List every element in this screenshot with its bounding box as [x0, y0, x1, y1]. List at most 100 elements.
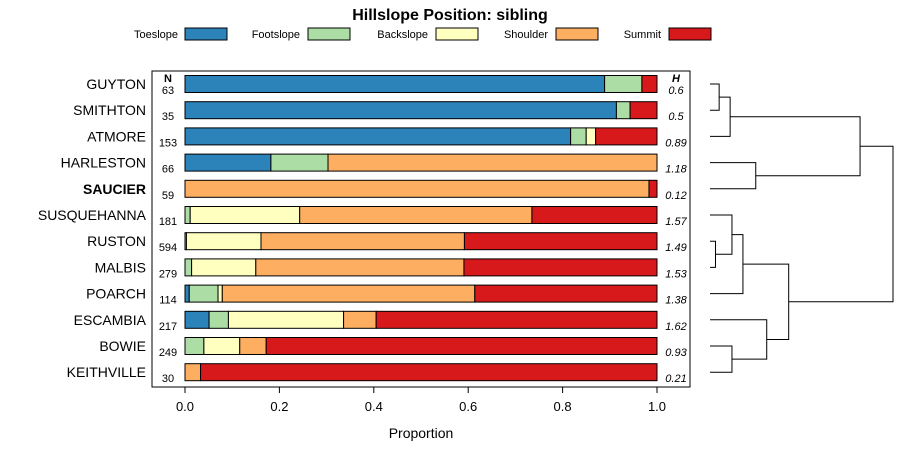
- row-ruston: RUSTON 594 1.49: [87, 232, 687, 254]
- bar-segment-footslope: [184, 258, 193, 277]
- bar-segment-toeslope: [184, 101, 617, 120]
- bar-segment-shoulder: [299, 206, 533, 224]
- row-saucier: SAUCIER 59 0.12: [83, 179, 687, 202]
- row-atmore: ATMORE 153 0.89: [87, 127, 687, 149]
- bar-segment-summit: [648, 179, 658, 198]
- bar-segment-backslope: [227, 310, 345, 329]
- n-value: 217: [159, 321, 177, 333]
- bar-segment-footslope: [615, 101, 631, 120]
- bar-segment-summit: [463, 232, 658, 251]
- dendrogram-link: [710, 345, 733, 373]
- chart-title: Hillslope Position: sibling: [352, 7, 548, 24]
- bar-segment-footslope: [188, 284, 219, 303]
- bar-segment-footslope: [208, 310, 229, 329]
- bar-segment-footslope: [184, 337, 205, 355]
- h-column-header: H: [672, 73, 681, 85]
- bar-segment-summit: [474, 284, 658, 303]
- row-guyton: GUYTON 63 0.6: [86, 75, 685, 97]
- row-smithton: SMITHTON 35 0.5: [73, 101, 685, 123]
- n-column-header: N: [164, 73, 172, 85]
- bar-segment-shoulder: [343, 310, 377, 329]
- bar-segment-backslope: [185, 232, 262, 251]
- bar-segment-shoulder: [221, 284, 476, 303]
- bar-segment-shoulder: [260, 232, 465, 251]
- bar-segment-toeslope: [184, 153, 272, 172]
- dendrogram-link: [710, 83, 720, 111]
- bar-segment-shoulder: [255, 258, 465, 277]
- chart-legend: Toeslope Footslope Backslope Shoulder Summit: [134, 27, 712, 41]
- bar-segment-backslope: [191, 258, 257, 277]
- plot-panel: [151, 70, 691, 388]
- legend-label-shoulder: Shoulder: [504, 29, 548, 41]
- row-harleston: HARLESTON 66 1.18: [61, 153, 688, 176]
- n-value: 279: [159, 268, 177, 280]
- bar-segment-shoulder: [239, 337, 267, 355]
- h-value: 1.57: [665, 216, 687, 228]
- row-label: RUSTON: [87, 233, 146, 249]
- legend-swatch-footslope: [307, 27, 351, 41]
- bar-segment-summit: [629, 101, 658, 120]
- x-tick-label: 0.2: [270, 399, 288, 414]
- bar-segment-summit: [265, 337, 658, 355]
- bar-segment-shoulder: [184, 363, 202, 382]
- bar-rows: GUYTON 63 0.6 SMITHTON 35 0.5 ATMORE 153 0.89 HAR…: [38, 75, 688, 385]
- dendrogram-link: [710, 96, 731, 137]
- h-value: 1.18: [665, 164, 687, 176]
- row-label: SAUCIER: [83, 181, 146, 197]
- row-susquehanna: SUSQUEHANNA 181 1.57: [38, 206, 688, 228]
- row-label: ESCAMBIA: [74, 312, 147, 328]
- legend-swatch-shoulder: [555, 27, 599, 41]
- legend-swatch-summit: [668, 27, 712, 41]
- legend-label-toeslope: Toeslope: [134, 29, 178, 41]
- dendrogram-link: [710, 234, 744, 295]
- row-bowie: BOWIE 249 0.93: [99, 337, 688, 359]
- row-label: MALBIS: [95, 259, 146, 275]
- dendrogram-link: [710, 214, 733, 255]
- x-tick-label: 0.4: [365, 399, 383, 414]
- legend-label-backslope: Backslope: [377, 29, 428, 41]
- row-poarch: POARCH 114 1.38: [86, 284, 688, 307]
- dendrogram-link: [742, 263, 790, 340]
- bar-segment-shoulder: [184, 179, 650, 198]
- x-axis: 0.0 0.2 0.4 0.6 0.8 1.0: [176, 387, 666, 414]
- n-value: 63: [162, 85, 174, 97]
- n-value: 114: [159, 295, 177, 307]
- bar-segment-backslope: [203, 337, 241, 355]
- dendrogram-link: [710, 162, 757, 190]
- bar-segment-summit: [595, 127, 658, 146]
- dendrogram-link: [730, 116, 861, 177]
- h-value: 0.6: [668, 85, 684, 97]
- row-label: HARLESTON: [61, 155, 146, 171]
- h-value: 1.62: [665, 321, 686, 333]
- bar-segment-summit: [463, 258, 658, 277]
- row-label: BOWIE: [99, 338, 146, 354]
- x-axis-label: Proportion: [389, 425, 454, 441]
- h-value: 0.89: [665, 137, 686, 149]
- x-tick-label: 0.0: [176, 399, 194, 414]
- n-value: 66: [162, 164, 174, 176]
- dendrogram-link: [710, 319, 768, 360]
- legend-label-footslope: Footslope: [252, 29, 300, 41]
- n-value: 59: [162, 190, 174, 202]
- bar-segment-footslope: [270, 153, 329, 172]
- bar-segment-backslope: [189, 206, 301, 224]
- bar-segment-summit: [531, 206, 658, 224]
- h-value: 1.53: [665, 268, 687, 280]
- bar-segment-toeslope: [184, 127, 572, 146]
- row-label: GUYTON: [86, 76, 146, 92]
- h-value: 0.93: [665, 347, 687, 359]
- h-value: 0.5: [668, 111, 684, 123]
- dendrogram: [710, 83, 894, 373]
- row-malbis: MALBIS 279 1.53: [95, 258, 688, 280]
- legend-swatch-toeslope: [184, 27, 228, 41]
- legend-label-summit: Summit: [624, 29, 661, 41]
- row-label: SMITHTON: [73, 102, 146, 118]
- row-label: POARCH: [86, 286, 146, 302]
- h-value: 0.21: [665, 373, 686, 385]
- bar-segment-summit: [375, 310, 658, 329]
- h-value: 1.38: [665, 295, 687, 307]
- row-keithville: KEITHVILLE 30 0.21: [67, 363, 687, 385]
- x-tick-label: 1.0: [648, 399, 666, 414]
- h-value: 1.49: [665, 242, 686, 254]
